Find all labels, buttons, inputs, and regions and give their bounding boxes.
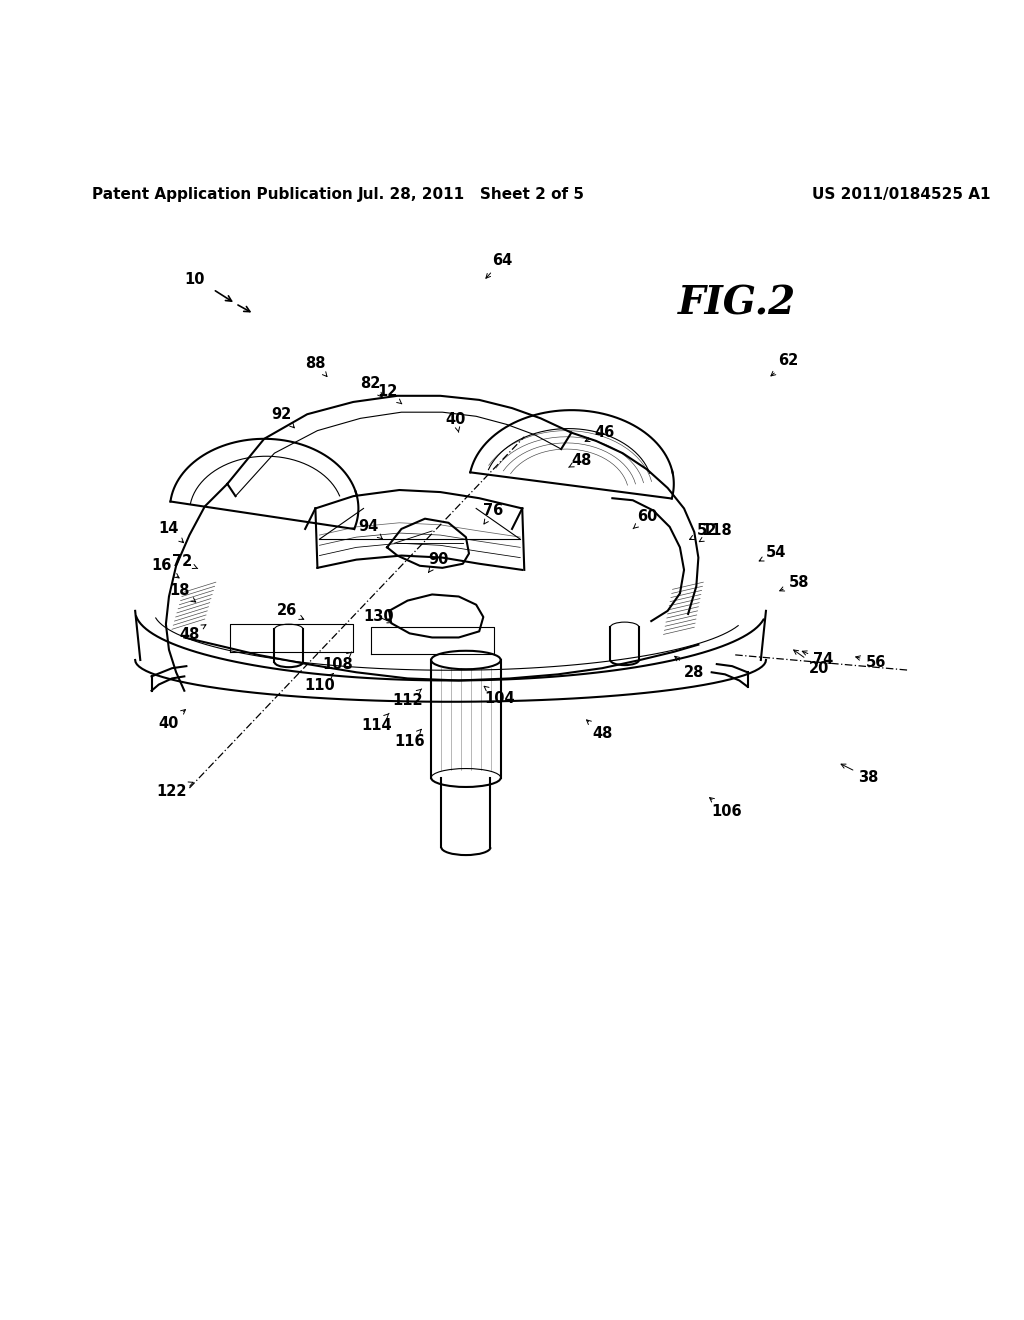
Text: 76: 76 [483,503,504,524]
Text: 92: 92 [271,407,294,428]
Text: 64: 64 [486,253,512,279]
Text: US 2011/0184525 A1: US 2011/0184525 A1 [812,186,990,202]
Text: 18: 18 [169,583,196,602]
Text: 58: 58 [779,574,809,591]
Text: 46: 46 [585,425,614,441]
Text: 104: 104 [484,686,515,706]
Text: 90: 90 [428,552,449,573]
Text: 16: 16 [152,558,179,578]
Text: FIG.2: FIG.2 [678,285,797,322]
Text: 116: 116 [394,729,425,750]
Text: 54: 54 [759,545,786,561]
Text: 106: 106 [710,797,742,818]
Text: 60: 60 [633,510,657,529]
Text: 38: 38 [841,764,879,785]
Text: 10: 10 [184,272,205,286]
Text: 48: 48 [568,453,592,467]
Text: Jul. 28, 2011   Sheet 2 of 5: Jul. 28, 2011 Sheet 2 of 5 [357,186,585,202]
Text: 118: 118 [699,524,732,541]
Text: 28: 28 [675,656,705,680]
Text: 114: 114 [361,713,392,733]
Text: 74: 74 [802,651,834,668]
Text: 26: 26 [276,603,304,619]
Text: 20: 20 [794,649,829,676]
Text: 88: 88 [305,355,327,376]
Text: 110: 110 [304,673,335,693]
Text: 48: 48 [179,624,206,642]
Text: 40: 40 [445,412,466,433]
Text: 108: 108 [323,652,353,672]
Text: 94: 94 [358,519,383,539]
Text: 48: 48 [587,719,612,742]
Text: 130: 130 [364,610,394,624]
Text: 82: 82 [360,376,382,397]
Text: 56: 56 [856,655,886,669]
Text: 62: 62 [771,354,799,376]
Text: 40: 40 [159,710,185,731]
Text: 14: 14 [159,521,183,543]
Text: 12: 12 [377,384,401,404]
Text: Patent Application Publication: Patent Application Publication [92,186,353,202]
Text: 112: 112 [392,689,423,709]
Text: 52: 52 [689,524,717,540]
Text: 122: 122 [157,781,194,799]
Text: 72: 72 [172,554,198,569]
